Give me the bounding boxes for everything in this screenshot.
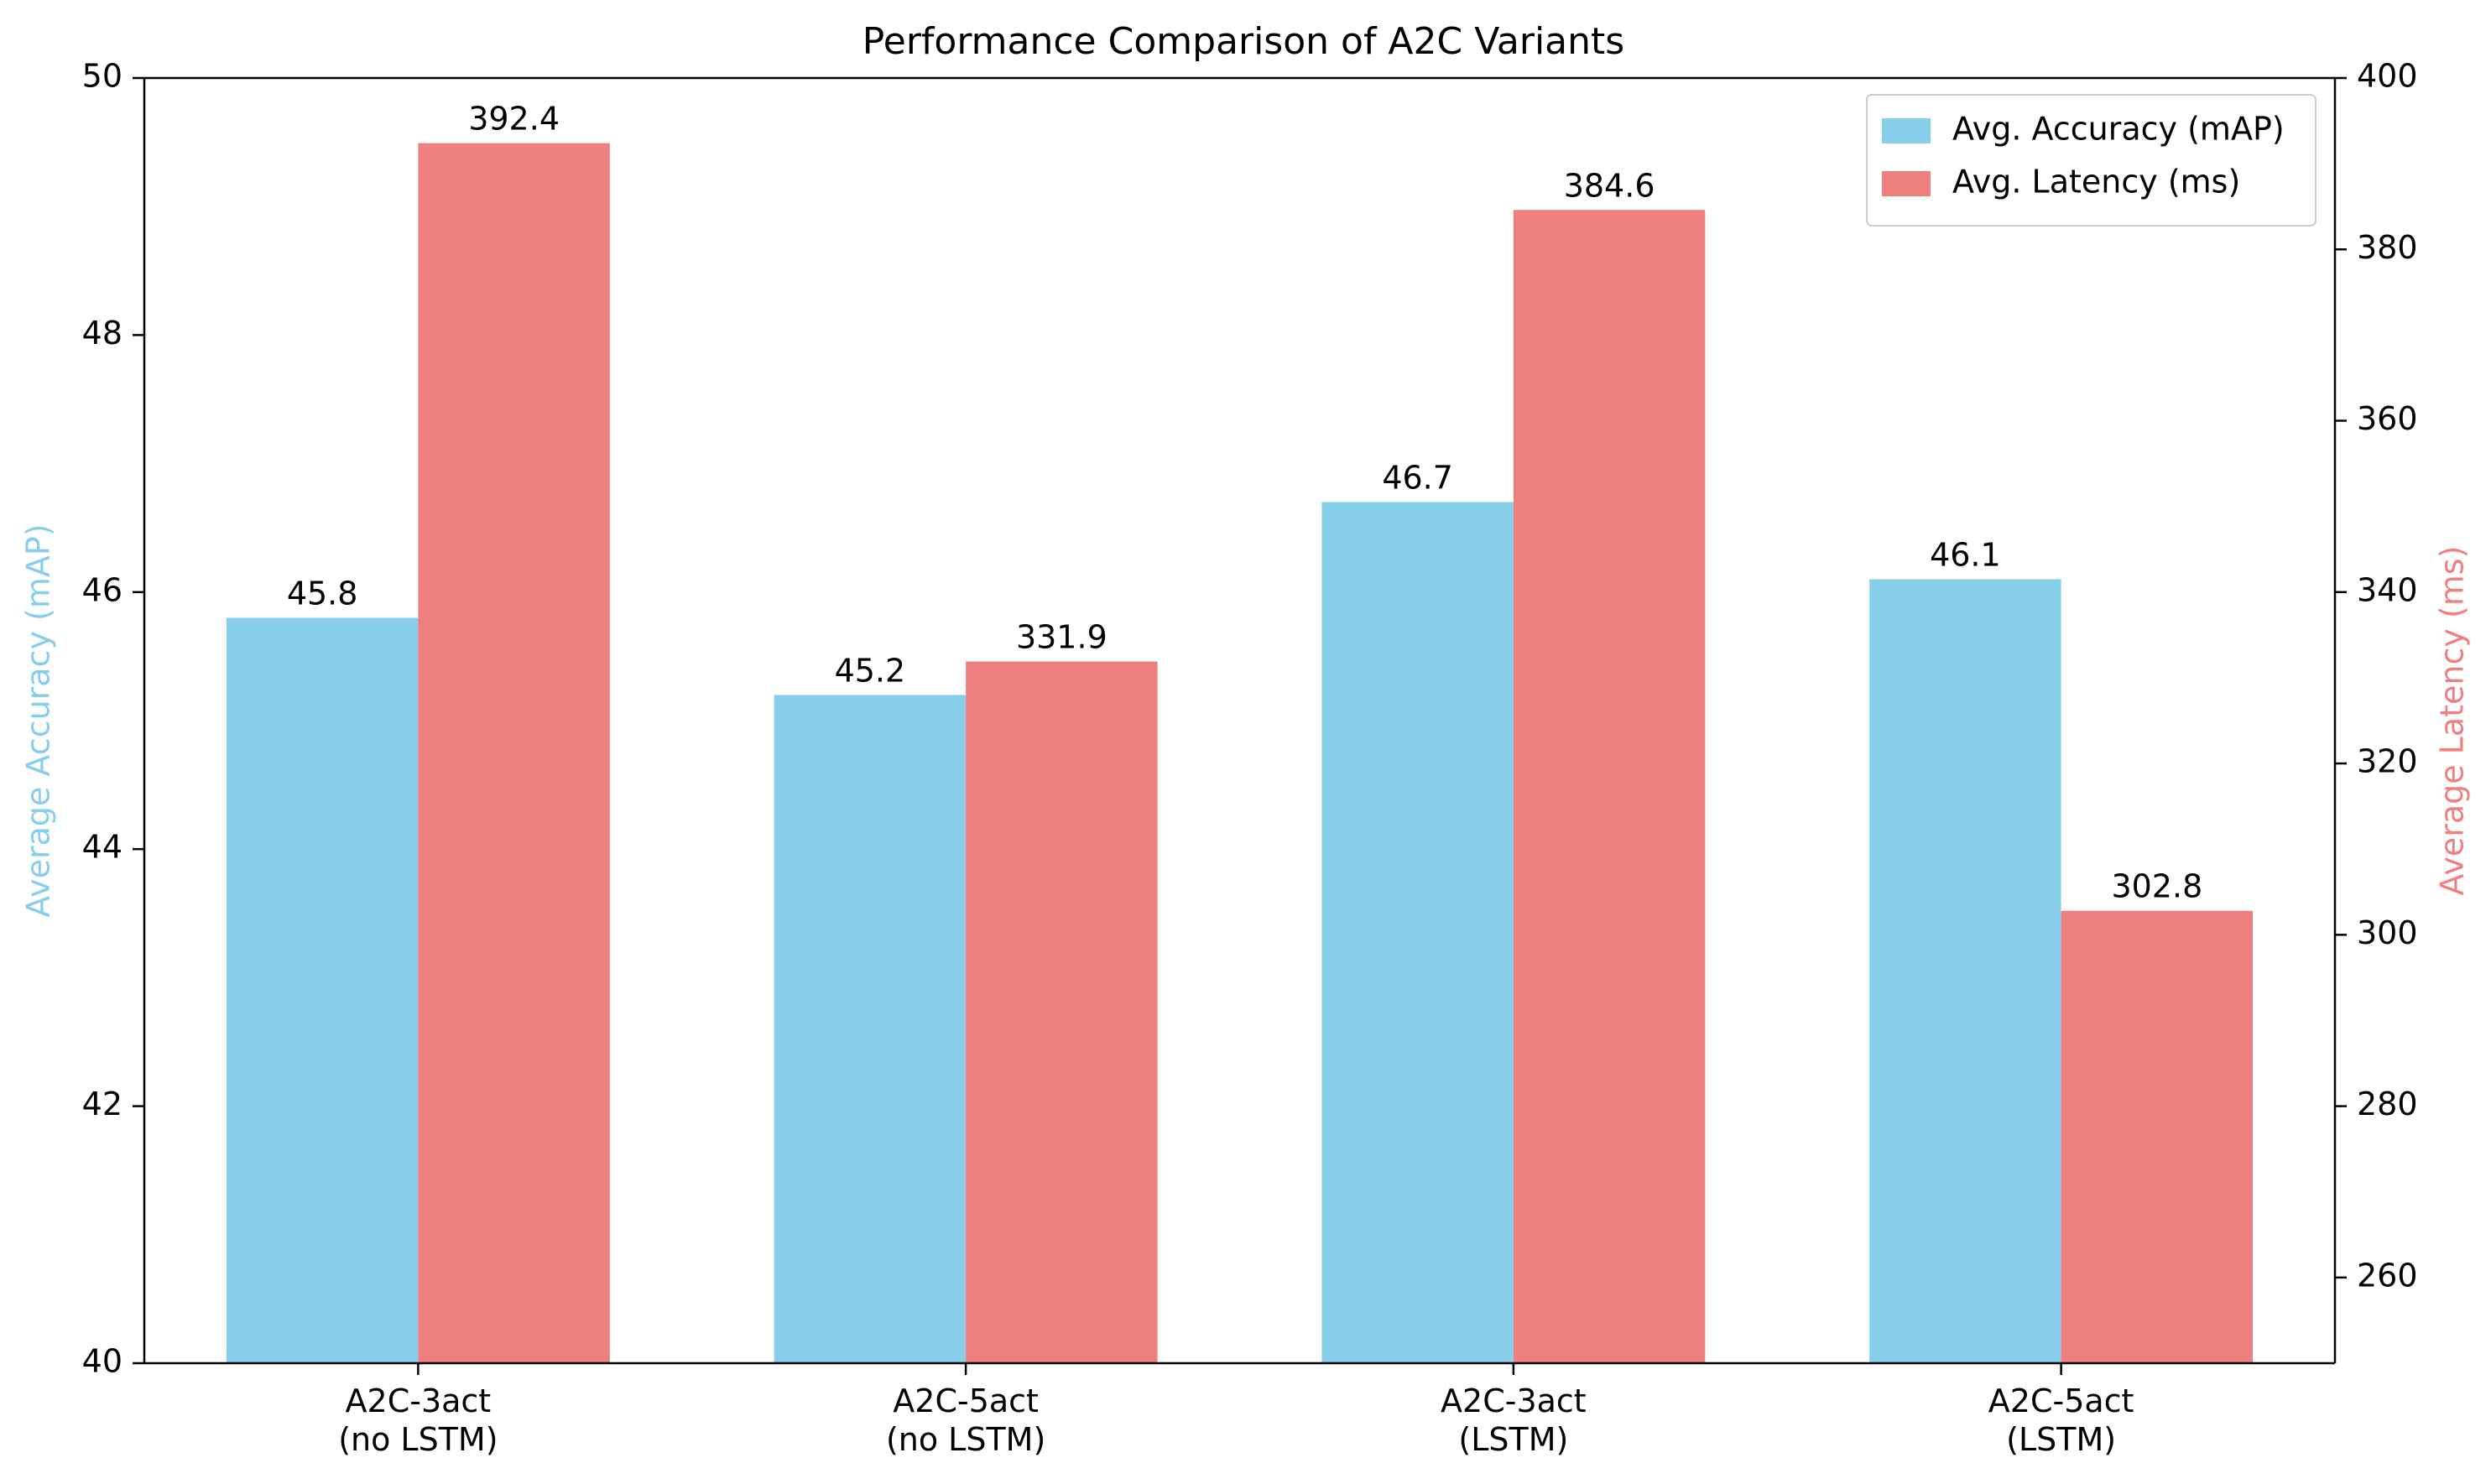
plot-area: 45.8 45.2 46.7 46.1 392.4 331.9 384.6 302.8 40 42… (20, 58, 2471, 1459)
x-tick-label: A2C-5act (no LSTM) (886, 1382, 1045, 1458)
legend-swatch (1882, 118, 1931, 143)
legend-swatch (1882, 171, 1931, 196)
latency-data-label: 302.8 (2111, 868, 2202, 905)
right-y-tick-label: 380 (2357, 229, 2418, 266)
x-tick-label: A2C-3act (LSTM) (1441, 1382, 1587, 1458)
right-y-tick-label: 360 (2357, 400, 2418, 437)
chart-title: Performance Comparison of A2C Variants (862, 20, 1624, 63)
right-y-tick-label: 280 (2357, 1086, 2418, 1122)
right-y-axis-label: Average Latency (ms) (2434, 546, 2471, 896)
accuracy-bar (1321, 502, 1514, 1363)
left-y-tick-label: 50 (82, 58, 122, 95)
accuracy-bar (774, 695, 967, 1363)
latency-data-label: 384.6 (1564, 167, 1655, 204)
legend-label: Avg. Accuracy (mAP) (1952, 111, 2285, 148)
legend-label: Avg. Latency (ms) (1952, 164, 2240, 200)
left-y-axis-label: Average Accuracy (mAP) (20, 523, 57, 917)
right-y-tick-label: 260 (2357, 1257, 2418, 1294)
latency-data-label: 392.4 (468, 101, 560, 138)
left-y-tick-label: 48 (82, 315, 122, 351)
legend-box (1866, 94, 2316, 227)
left-y-tick-label: 40 (82, 1343, 122, 1380)
latency-data-label: 331.9 (1016, 619, 1107, 656)
latency-bar (966, 661, 1158, 1363)
accuracy-data-label: 46.7 (1382, 460, 1453, 497)
accuracy-bar (1869, 579, 2061, 1363)
latency-bar (2061, 910, 2254, 1363)
left-y-tick-label: 42 (82, 1086, 122, 1122)
x-tick-label: A2C-5act (LSTM) (1988, 1382, 2134, 1458)
accuracy-data-label: 46.1 (1930, 536, 2001, 573)
accuracy-data-label: 45.2 (835, 652, 906, 689)
right-y-tick-label: 320 (2357, 743, 2418, 780)
left-y-tick-label: 44 (82, 829, 122, 866)
accuracy-data-label: 45.8 (287, 575, 358, 612)
right-y-tick-label: 400 (2357, 58, 2418, 95)
right-y-tick-label: 300 (2357, 914, 2418, 951)
right-y-tick-label: 340 (2357, 571, 2418, 608)
latency-bar (418, 143, 610, 1363)
x-tick-label: A2C-3act (no LSTM) (338, 1382, 498, 1458)
latency-bar (1513, 210, 1706, 1363)
accuracy-bar (226, 617, 419, 1363)
left-y-tick-label: 46 (82, 571, 122, 608)
